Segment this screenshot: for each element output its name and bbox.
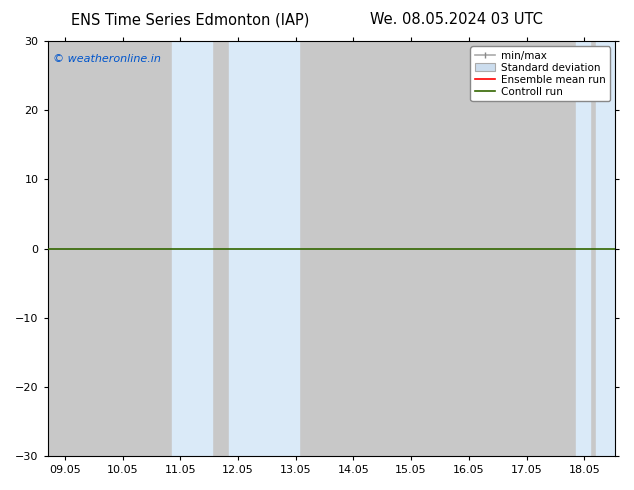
Bar xyxy=(576,41,590,456)
Bar xyxy=(596,41,615,456)
Text: ENS Time Series Edmonton (IAP): ENS Time Series Edmonton (IAP) xyxy=(71,12,309,27)
Bar xyxy=(172,41,212,456)
Text: © weatheronline.in: © weatheronline.in xyxy=(53,54,161,64)
Bar xyxy=(230,41,299,456)
Legend: min/max, Standard deviation, Ensemble mean run, Controll run: min/max, Standard deviation, Ensemble me… xyxy=(470,47,610,101)
Text: We. 08.05.2024 03 UTC: We. 08.05.2024 03 UTC xyxy=(370,12,543,27)
